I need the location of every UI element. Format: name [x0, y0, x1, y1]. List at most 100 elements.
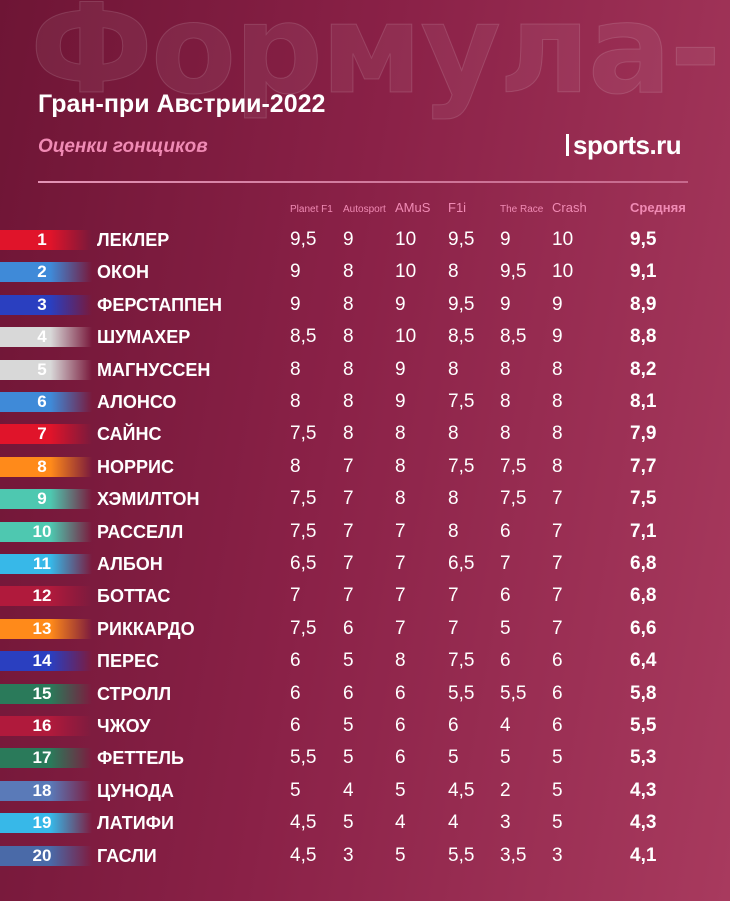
score-cell: 6,5	[448, 553, 475, 574]
average-score: 9,5	[630, 229, 657, 250]
table-row: 6 АЛОНСО 8 8 9 7,5 8 8 8,1	[0, 386, 730, 418]
driver-name: САЙНС	[97, 424, 162, 445]
table-row: 20 ГАСЛИ 4,5 3 5 5,5 3,5 3 4,1	[0, 840, 730, 872]
score-cell: 9	[500, 293, 511, 315]
average-score: 8,8	[630, 326, 657, 348]
score-cell: 9,5	[448, 293, 475, 315]
score-cell: 4	[343, 779, 354, 801]
score-cell: 5	[395, 844, 406, 866]
score-cell: 9	[395, 293, 406, 315]
score-cell: 8	[552, 455, 563, 477]
score-cell: 8	[448, 520, 459, 542]
column-header-average: Средняя	[630, 200, 686, 215]
page-title: Гран-при Австрии-2022	[38, 90, 326, 118]
average-score: 5,8	[630, 682, 657, 704]
score-cell: 9	[343, 229, 354, 250]
sports-ru-logo: sports.ru	[566, 130, 682, 161]
logo-bar-icon	[566, 134, 569, 156]
column-header-amus: AMuS	[395, 200, 431, 215]
average-score: 6,8	[630, 553, 657, 574]
score-cell: 9,5	[290, 229, 317, 250]
score-cell: 10	[552, 261, 574, 283]
driver-name: ГАСЛИ	[97, 845, 157, 866]
driver-name: ХЭМИЛТОН	[97, 489, 200, 510]
table-row: 13 РИККАРДО 7,5 6 7 7 5 7 6,6	[0, 613, 730, 645]
position-number: 18	[32, 780, 52, 800]
score-cell: 5	[500, 617, 511, 639]
score-cell: 8	[343, 293, 354, 315]
position-number: 8	[37, 456, 47, 476]
score-cell: 8	[290, 391, 301, 412]
score-cell: 7	[448, 617, 459, 639]
column-header-f1i: F1i	[448, 200, 467, 215]
team-color-bar	[0, 392, 92, 412]
score-cell: 9,5	[448, 229, 475, 250]
team-color-bar	[0, 716, 92, 736]
average-score: 8,9	[630, 293, 657, 315]
driver-name: АЛОНСО	[97, 392, 177, 412]
score-cell: 8	[395, 488, 406, 510]
score-cell: 8	[448, 423, 459, 445]
position-number: 14	[32, 651, 52, 671]
position-number: 2	[37, 262, 47, 282]
score-cell: 6	[343, 682, 354, 704]
score-cell: 6	[500, 520, 511, 542]
position-number: 4	[37, 327, 47, 347]
average-score: 4,3	[630, 779, 657, 801]
score-cell: 7	[395, 553, 406, 574]
position-number: 15	[32, 683, 52, 703]
score-cell: 9	[290, 261, 301, 283]
score-cell: 7	[290, 585, 301, 607]
table-row: 3 ФЕРСТАППЕН 9 8 9 9,5 9 9 8,9	[0, 289, 730, 321]
score-cell: 7	[552, 520, 563, 542]
position-number: 13	[32, 618, 52, 638]
score-cell: 5	[343, 715, 354, 736]
driver-name: ФЕТТЕЛЬ	[97, 748, 184, 769]
table-row: 16 ЧЖОУ 6 5 6 6 4 6 5,5	[0, 710, 730, 742]
score-cell: 7	[448, 585, 459, 607]
score-cell: 6	[500, 650, 511, 672]
score-cell: 7	[343, 455, 354, 477]
score-cell: 7	[552, 617, 563, 639]
score-cell: 7,5	[500, 488, 527, 510]
team-color-bar	[0, 554, 92, 574]
score-cell: 5,5	[290, 747, 317, 769]
score-cell: 7	[552, 488, 563, 510]
score-cell: 6	[395, 747, 406, 769]
score-cell: 6	[448, 715, 459, 736]
average-score: 7,7	[630, 455, 657, 477]
score-cell: 8	[343, 358, 354, 380]
score-cell: 8	[500, 358, 511, 380]
team-color-bar	[0, 456, 92, 477]
score-cell: 8	[290, 455, 301, 477]
team-color-bar	[0, 424, 92, 445]
table-row: 19 ЛАТИФИ 4,5 5 4 4 3 5 4,3	[0, 807, 730, 839]
score-cell: 6	[552, 715, 563, 736]
score-cell: 7,5	[448, 650, 475, 672]
score-cell: 8	[290, 358, 301, 380]
column-header-autosport: Autosport	[343, 204, 386, 215]
score-cell: 7	[500, 553, 511, 574]
table-row: 9 ХЭМИЛТОН 7,5 7 8 8 7,5 7 7,5	[0, 483, 730, 515]
average-score: 6,8	[630, 585, 657, 607]
score-cell: 8	[395, 423, 406, 445]
score-cell: 7	[395, 585, 406, 607]
score-cell: 7	[343, 585, 354, 607]
average-score: 8,1	[630, 391, 657, 412]
score-cell: 8	[552, 423, 563, 445]
table-row: 4 ШУМАХЕР 8,5 8 10 8,5 8,5 9 8,8	[0, 321, 730, 353]
score-cell: 7	[395, 617, 406, 639]
team-color-bar	[0, 813, 92, 834]
page-subtitle: Оценки гонщиков	[38, 136, 208, 157]
position-number: 1	[37, 230, 47, 249]
position-number: 16	[32, 716, 52, 735]
team-color-bar	[0, 521, 92, 542]
score-cell: 7,5	[448, 391, 475, 412]
score-cell: 4,5	[290, 844, 317, 866]
column-header-the-race: The Race	[500, 204, 544, 215]
table-row: 2 ОКОН 9 8 10 8 9,5 10 9,1	[0, 256, 730, 288]
driver-name: МАГНУССЕН	[97, 359, 211, 380]
score-cell: 7,5	[290, 423, 317, 445]
driver-name: ОКОН	[97, 262, 149, 283]
score-cell: 5	[448, 747, 459, 769]
